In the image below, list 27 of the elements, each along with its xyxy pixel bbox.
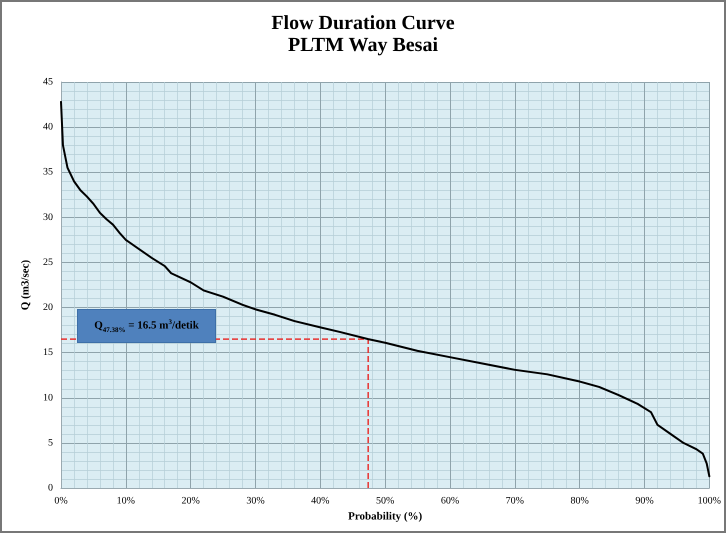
y-tick-label: 10: [43, 392, 53, 404]
x-tick-label: 30%: [246, 496, 265, 506]
line-series: [60, 100, 710, 478]
x-tick-label: 10%: [116, 496, 136, 506]
x-tick-label: 20%: [181, 496, 200, 506]
chart-subtitle: PLTM Way Besai: [288, 34, 438, 56]
y-tick-label: 40: [43, 122, 53, 133]
y-tick-label: 20: [43, 302, 53, 314]
y-tick-label: 15: [43, 347, 53, 358]
x-tick-label: 60%: [440, 496, 460, 506]
x-tick-label: 90%: [635, 496, 654, 506]
y-axis-title: Q (m3/sec): [20, 259, 32, 310]
y-tick-label: 35: [43, 166, 53, 178]
x-axis-title: Probability (%): [348, 510, 423, 522]
x-tick-label: 50%: [376, 496, 394, 506]
y-tick-label: 25: [43, 256, 53, 268]
x-tick-label: 100%: [698, 496, 722, 506]
y-tick-label: 5: [48, 437, 53, 448]
x-tick-label: 0%: [54, 496, 68, 506]
annotation: Q$_{47.38%}$ = 16.5 m$^{3}$/detik: [77, 309, 216, 343]
y-tick-label: 0: [48, 482, 53, 494]
y-tick-label: 45: [43, 76, 53, 88]
x-tick-label: 80%: [570, 496, 589, 506]
x-tick-label: 40%: [311, 496, 330, 506]
chart-title: Flow Duration Curve: [271, 12, 455, 34]
x-tick-label: 70%: [506, 496, 524, 506]
y-tick-label: 30: [43, 212, 53, 223]
